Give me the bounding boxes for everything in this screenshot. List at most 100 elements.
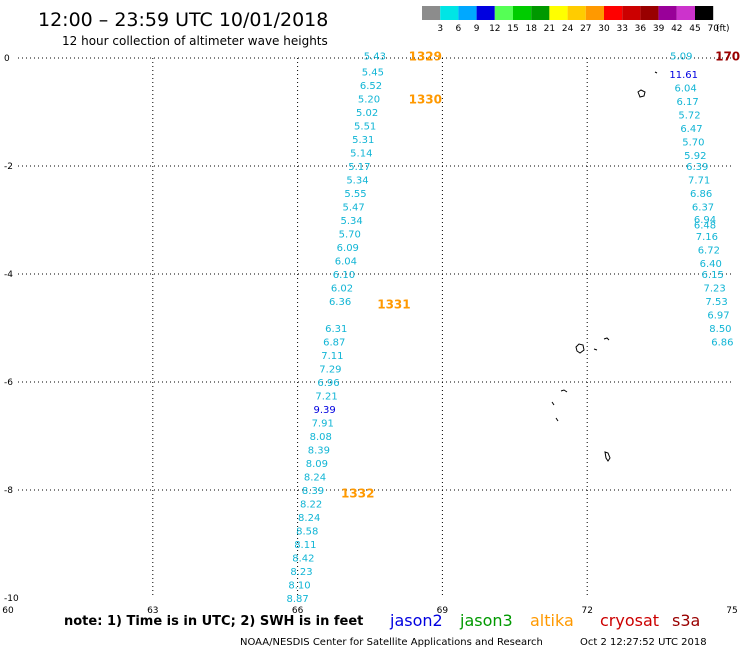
island-outline xyxy=(637,89,646,98)
pass-time-label: 1705 xyxy=(715,49,740,63)
wave-height-value: 6.17 xyxy=(676,97,698,108)
wave-height-value: 8.58 xyxy=(296,527,318,538)
wave-height-value: 6.97 xyxy=(707,311,729,322)
legend-swatch xyxy=(676,6,695,20)
wave-height-value: 5.45 xyxy=(362,68,384,79)
wave-height-value: 8.08 xyxy=(310,432,332,443)
x-tick-label: 63 xyxy=(147,606,158,616)
pass-time-label: 1332 xyxy=(341,487,374,501)
island-outline xyxy=(575,343,585,354)
wave-height-value: 5.14 xyxy=(350,149,372,160)
altimeter-tracks: 5.43 5.45 6.52 5.20 5.02 5.51 5.31 5.14 5.17 5.34… xyxy=(286,51,733,605)
wave-height-value: 5.34 xyxy=(341,216,363,227)
wave-height-value: 5.02 xyxy=(356,108,378,119)
legend-swatch xyxy=(476,6,495,20)
wave-height-value: 8.23 xyxy=(290,567,312,578)
wave-height-value: 5.43 xyxy=(364,51,386,62)
legend-swatch xyxy=(422,6,441,20)
wave-height-value: 6.40 xyxy=(700,259,722,270)
wave-height-value: 5.51 xyxy=(354,122,376,133)
legend-swatch xyxy=(640,6,659,20)
legend-label: 21 xyxy=(544,24,555,34)
wave-height-value: 6.47 xyxy=(680,124,702,135)
satellite-name: s3a xyxy=(672,611,700,630)
wave-height-value: 7.71 xyxy=(688,176,710,187)
wave-height-value: 5.70 xyxy=(339,230,361,241)
wave-height-legend: 3 6 9 12 15 18 21 24 27 30 33 36 39 42 45 70 xyxy=(422,6,719,34)
x-tick-label: 60 xyxy=(2,606,14,616)
legend-swatch xyxy=(549,6,568,20)
wave-height-value: 8.10 xyxy=(288,581,310,592)
wave-height-value: 8.24 xyxy=(304,473,326,484)
satellite-name: cryosat xyxy=(600,611,659,630)
legend-swatch xyxy=(585,6,604,20)
island-outline xyxy=(604,451,611,462)
x-tick-label: 66 xyxy=(292,606,304,616)
wave-height-value: 5.55 xyxy=(344,189,366,200)
x-tick-label: 72 xyxy=(581,606,592,616)
satellite-legend: jason2 jason3 altika cryosat s3a xyxy=(389,611,700,630)
legend-swatch xyxy=(513,6,532,20)
wave-height-value: 5.17 xyxy=(348,162,370,173)
legend-label: 12 xyxy=(489,24,500,34)
satellite-name: altika xyxy=(530,611,574,630)
wave-height-value: 5.34 xyxy=(346,176,368,187)
wave-height-value: 5.70 xyxy=(682,138,704,149)
legend-label: 39 xyxy=(653,24,665,34)
map-title: 12:00 – 23:59 UTC 10/01/2018 xyxy=(38,9,328,31)
satellite-name: jason3 xyxy=(459,611,513,630)
legend-label: 42 xyxy=(671,24,682,34)
legend-label: 18 xyxy=(525,24,537,34)
wave-height-value: 6.87 xyxy=(323,338,345,349)
y-tick-label: -4 xyxy=(4,270,13,280)
wave-height-value: 6.36 xyxy=(329,297,351,308)
wave-height-value: 7.53 xyxy=(705,297,727,308)
wave-height-value: 5.09 xyxy=(670,51,692,62)
island-outline xyxy=(560,389,568,393)
footer-note: note: 1) Time is in UTC; 2) SWH is in fe… xyxy=(64,614,363,629)
wave-height-value: 7.23 xyxy=(703,284,725,295)
wave-height-value: 6.15 xyxy=(702,270,724,281)
wave-height-value: 8.11 xyxy=(294,540,316,551)
map-subtitle: 12 hour collection of altimeter wave hei… xyxy=(62,34,328,48)
pass-time-label: 1331 xyxy=(377,298,410,312)
wave-height-value: 8.39 xyxy=(302,486,324,497)
legend-label: 36 xyxy=(635,24,647,34)
wave-height-value: 11.61 xyxy=(669,70,698,81)
wave-height-value: 7.91 xyxy=(312,419,334,430)
island-outline xyxy=(603,337,610,341)
legend-label: 30 xyxy=(598,24,610,34)
legend-swatch xyxy=(604,6,623,20)
wave-height-value: 6.02 xyxy=(331,284,353,295)
satellite-name: jason2 xyxy=(389,611,443,630)
wave-height-value: 7.21 xyxy=(315,392,337,403)
pass-time-label: 1329 xyxy=(409,49,442,63)
y-tick-label: -2 xyxy=(4,162,13,172)
wave-height-value: 5.20 xyxy=(358,95,380,106)
y-tick-label: -10 xyxy=(4,594,19,604)
wave-height-value: 8.22 xyxy=(300,500,322,511)
legend-swatch xyxy=(658,6,677,20)
island-outline xyxy=(551,401,555,406)
wave-height-value: 5.47 xyxy=(342,203,364,214)
wave-height-value: 6.09 xyxy=(337,243,359,254)
wave-height-value: 5.72 xyxy=(678,111,700,122)
wave-height-value: 8.42 xyxy=(292,554,314,565)
wave-height-value: 9.39 xyxy=(313,405,335,416)
land-outlines xyxy=(551,71,658,462)
y-tick-label: -6 xyxy=(4,378,13,388)
wave-height-value: 6.52 xyxy=(360,81,382,92)
island-outline xyxy=(593,348,598,351)
island-outline xyxy=(654,71,658,74)
wave-height-value: 8.50 xyxy=(709,324,731,335)
legend-label: 6 xyxy=(456,24,462,34)
wave-height-value: 6.94 xyxy=(694,215,716,226)
island-outline xyxy=(555,417,559,422)
footer-timestamp: Oct 2 12:27:52 UTC 2018 xyxy=(580,637,707,648)
x-tick-label: 75 xyxy=(726,606,737,616)
wave-height-value: 6.04 xyxy=(675,84,697,95)
y-tick-label: -8 xyxy=(4,486,13,496)
legend-swatch xyxy=(494,6,513,20)
wave-height-value: 7.11 xyxy=(321,351,343,362)
